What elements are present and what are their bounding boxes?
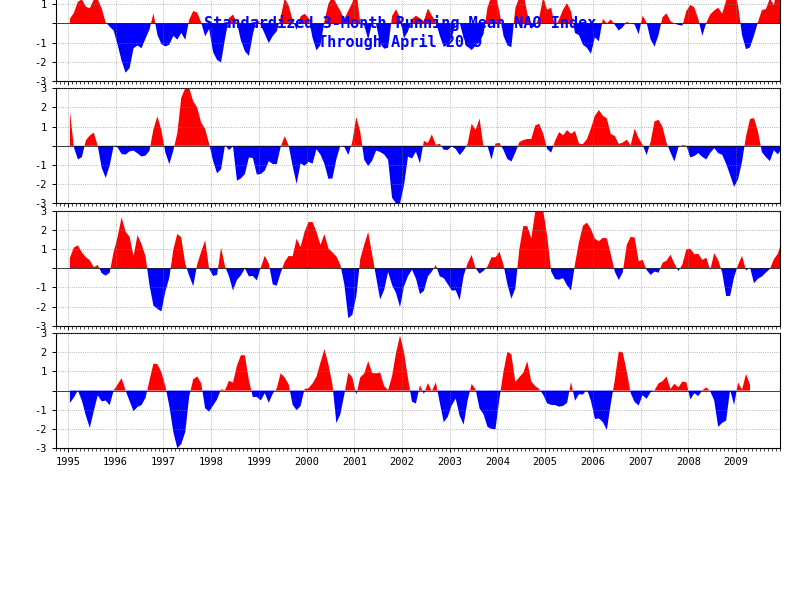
Text: Standardized 3-Month Running Mean NAO Index
Through April 2009: Standardized 3-Month Running Mean NAO In… — [204, 15, 596, 50]
